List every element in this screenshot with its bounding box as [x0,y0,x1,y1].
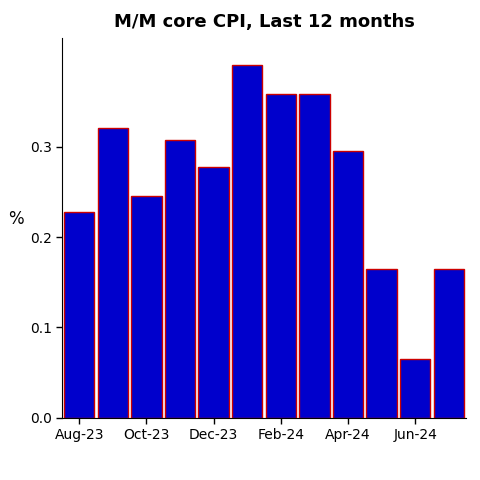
Bar [64,212,94,418]
Title: M/M core CPI, Last 12 months: M/M core CPI, Last 12 months [114,13,414,31]
Bar [433,269,464,418]
Bar [265,95,296,418]
Bar [367,269,396,418]
Bar [333,151,363,418]
Bar [300,95,329,418]
Bar [198,167,228,418]
Bar [400,359,430,418]
Y-axis label: %: % [8,210,24,228]
Bar [165,141,195,418]
Bar [132,196,161,418]
Bar [232,65,262,418]
Bar [98,128,128,418]
